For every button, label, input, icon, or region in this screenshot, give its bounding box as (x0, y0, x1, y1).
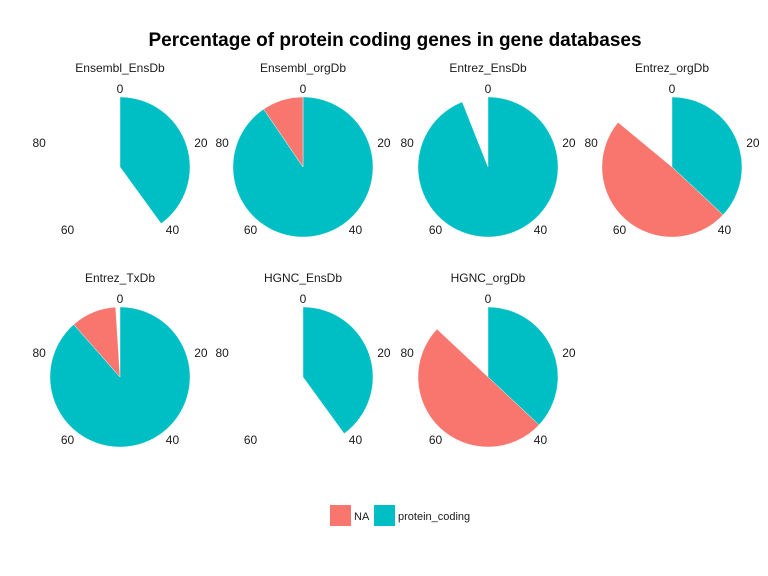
theta-tick-label: 80 (215, 136, 229, 150)
theta-tick-label: 60 (61, 433, 75, 447)
facet-ensembl-ensdb: Ensembl_EnsDb 0 20 40 60 80 (32, 61, 207, 237)
facet-entrez-txdb: Entrez_TxDb 0 20 40 60 80 (32, 271, 208, 448)
pie-slice-protein-coding (417, 96, 559, 238)
theta-tick-label: 80 (32, 136, 46, 150)
theta-tick-label: 0 (117, 292, 124, 306)
facet-label: HGNC_orgDb (451, 271, 526, 285)
pie-slice-protein-coding (119, 96, 191, 224)
theta-tick-label: 20 (562, 346, 576, 360)
theta-tick-label: 20 (377, 136, 391, 150)
theta-tick-label: 60 (244, 433, 258, 447)
facet-hgnc-ensdb: HGNC_EnsDb 0 20 40 60 80 (215, 271, 390, 447)
theta-tick-label: 20 (562, 136, 576, 150)
legend-label-protein-coding: protein_coding (398, 511, 470, 523)
theta-tick-label: 0 (485, 82, 492, 96)
theta-tick-label: 40 (166, 223, 180, 237)
pie-slice-na (263, 96, 304, 168)
theta-tick-label: 20 (194, 136, 208, 150)
theta-tick-label: 20 (746, 136, 760, 150)
theta-tick-label: 60 (61, 223, 75, 237)
theta-tick-label: 40 (718, 223, 732, 237)
theta-tick-label: 20 (377, 346, 391, 360)
facet-label: Entrez_TxDb (85, 271, 155, 285)
facet-label: Entrez_EnsDb (449, 61, 527, 75)
theta-tick-label: 0 (300, 82, 307, 96)
facet-label: Ensembl_EnsDb (75, 61, 165, 75)
theta-tick-label: 0 (485, 292, 492, 306)
theta-tick-label: 0 (669, 82, 676, 96)
facet-entrez-ensdb: Entrez_EnsDb 0 20 40 60 80 (400, 61, 576, 238)
legend: NA protein_coding (330, 505, 470, 526)
pie-slice-protein-coding (671, 96, 743, 216)
theta-tick-label: 40 (166, 433, 180, 447)
theta-tick-label: 60 (613, 223, 627, 237)
theta-tick-label: 80 (215, 346, 229, 360)
facet-label: Ensembl_orgDb (260, 61, 346, 75)
theta-tick-label: 80 (400, 346, 414, 360)
theta-tick-label: 60 (244, 223, 258, 237)
theta-tick-label: 60 (429, 223, 443, 237)
theta-tick-label: 40 (534, 433, 548, 447)
legend-label-na: NA (354, 511, 370, 523)
pie-slice-na (73, 306, 121, 378)
facet-panels: Ensembl_EnsDb 0 20 40 60 80 Ensembl_orgDb 0 20 40… (32, 61, 760, 448)
pie-slice-protein-coding (487, 306, 559, 426)
pie-slice-na (601, 122, 724, 238)
facet-hgnc-orgdb: HGNC_orgDb 0 20 40 60 80 (400, 271, 576, 448)
theta-tick-label: 0 (117, 82, 124, 96)
facet-entrez-orgdb: Entrez_orgDb 0 20 40 60 80 (584, 61, 760, 238)
pie-slice-protein-coding (302, 306, 374, 434)
legend-key-protein-coding (374, 505, 395, 526)
facet-ensembl-orgdb: Ensembl_orgDb 0 20 40 60 80 (215, 61, 391, 238)
theta-tick-label: 40 (534, 223, 548, 237)
legend-key-na (330, 505, 351, 526)
facet-label: HGNC_EnsDb (264, 271, 342, 285)
theta-tick-label: 60 (429, 433, 443, 447)
theta-tick-label: 80 (32, 346, 46, 360)
chart-title: Percentage of protein coding genes in ge… (148, 30, 641, 51)
theta-tick-label: 80 (400, 136, 414, 150)
theta-tick-label: 80 (584, 136, 598, 150)
theta-tick-label: 40 (349, 433, 363, 447)
pie-slice-na (417, 328, 540, 448)
facet-label: Entrez_orgDb (635, 61, 709, 75)
theta-tick-label: 20 (194, 346, 208, 360)
theta-tick-label: 0 (300, 292, 307, 306)
theta-tick-label: 40 (349, 223, 363, 237)
